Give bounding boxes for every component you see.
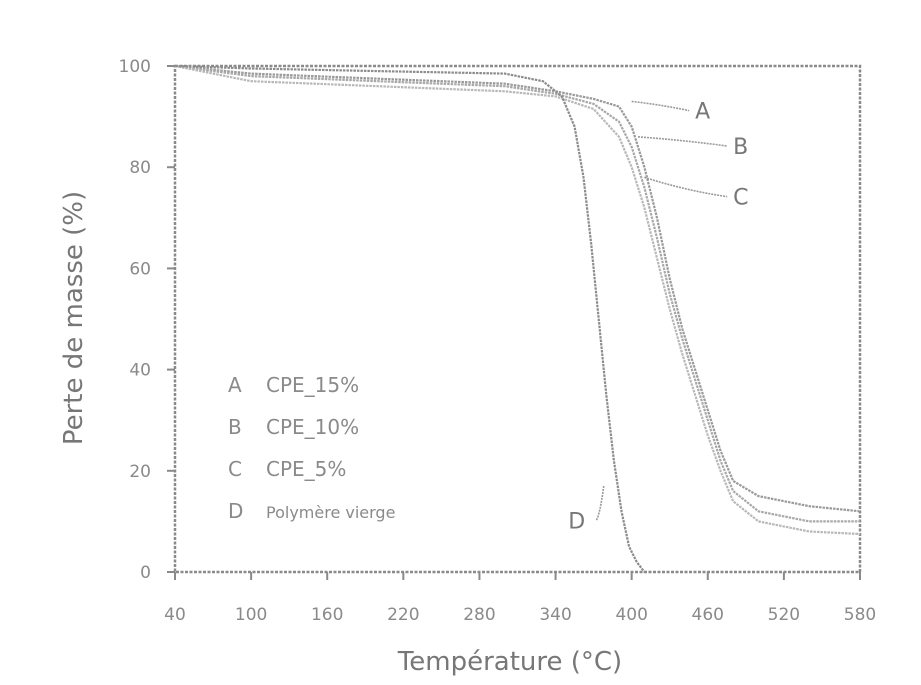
curve-label-c: C: [733, 186, 748, 211]
leader-line-b: [637, 136, 728, 147]
plot-frame: [173, 64, 862, 574]
legend-label: Polymère vierge: [266, 503, 395, 522]
legend-key: C: [228, 457, 242, 481]
x-tick-label: 220: [387, 605, 419, 625]
y-tick-label: 40: [129, 361, 151, 381]
y-tick-label: 0: [140, 563, 151, 583]
x-tick-label: 340: [539, 605, 571, 625]
y-tick-label: 80: [129, 158, 151, 178]
legend: A CPE_15% B CPE_10% C CPE_5% D Polymère vierge: [228, 373, 395, 523]
y-tick-label: 100: [119, 57, 151, 77]
legend-label: CPE_10%: [266, 415, 359, 439]
x-axis-ticks: 40 100 160 220 280 340 400 460 520 580: [164, 572, 876, 625]
legend-label: CPE_15%: [266, 373, 359, 397]
x-tick-label: 160: [311, 605, 343, 625]
curve-label-b: B: [733, 135, 748, 160]
series-line-a: [174, 64, 861, 513]
y-tick-label: 60: [129, 259, 151, 279]
x-axis-title: Température (°C): [397, 647, 622, 677]
curve-label-d: D: [568, 509, 585, 534]
series-lines: [174, 64, 861, 573]
curve-labels: AB C D: [568, 100, 748, 535]
x-tick-label: 460: [692, 605, 724, 625]
x-tick-label: 40: [164, 605, 186, 625]
x-tick-label: 400: [615, 605, 647, 625]
series-line-b: [174, 64, 860, 523]
leader-line-a: [631, 100, 690, 112]
legend-key: D: [228, 499, 243, 523]
series-line-d: [174, 64, 646, 573]
leader-line-c: [644, 176, 728, 198]
legend-key: A: [228, 373, 242, 397]
y-tick-label: 20: [129, 462, 151, 482]
x-tick-label: 280: [463, 605, 495, 625]
x-tick-label: 520: [768, 605, 800, 625]
curve-label-a: A: [695, 100, 710, 125]
x-tick-label: 580: [844, 605, 876, 625]
leader-line-d: [595, 485, 605, 521]
x-tick-label: 100: [235, 605, 267, 625]
legend-key: B: [228, 415, 242, 439]
y-axis-ticks: 0 20 40 60 80 100: [119, 57, 175, 583]
y-axis-title: Perte de masse (%): [59, 191, 89, 445]
legend-label: CPE_5%: [266, 457, 346, 481]
